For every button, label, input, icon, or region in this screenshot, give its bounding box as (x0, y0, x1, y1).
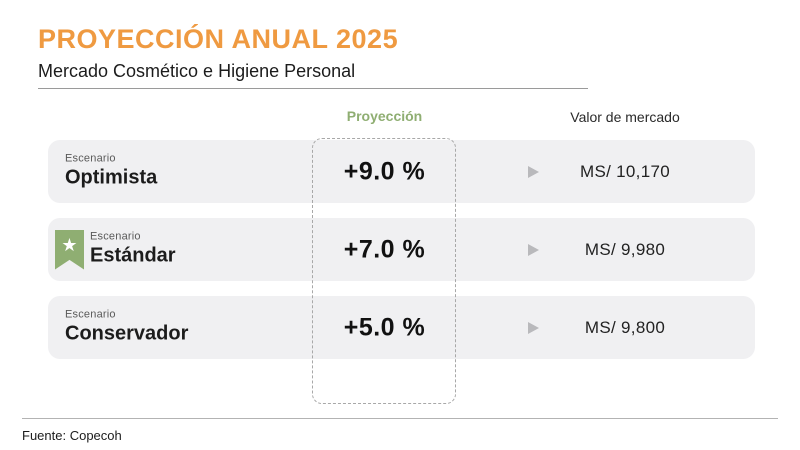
footer-divider (22, 418, 778, 419)
arrow-right-icon (528, 321, 539, 334)
scenario-cell: Escenario Optimista (65, 152, 157, 191)
scenario-small-label: Escenario (65, 308, 116, 321)
market-value: MS/ 9,800 (584, 317, 666, 337)
scenario-name: Optimista (65, 166, 158, 189)
column-header-projection: Proyección (346, 108, 423, 124)
scenario-small-label: Escenario (65, 152, 116, 165)
star-bookmark-icon: ★ (55, 229, 84, 270)
column-header-market-value: Valor de mercado (570, 109, 680, 125)
market-value: MS/ 9,980 (584, 239, 666, 259)
projection-value: +9.0 % (343, 157, 426, 185)
table-row-estandar: ★ Escenario Estándar +7.0 % MS/ 9,980 (48, 218, 755, 281)
arrow-right-icon (528, 243, 539, 256)
scenario-cell: Escenario Conservador (65, 308, 188, 347)
table-row-optimista: Escenario Optimista +9.0 % MS/ 10,170 (48, 140, 755, 203)
page-subtitle: Mercado Cosmético e Higiene Personal (38, 61, 356, 81)
arrow-right-icon (528, 165, 539, 178)
header-divider (38, 88, 588, 89)
projection-value: +5.0 % (343, 313, 426, 341)
projection-value: +7.0 % (343, 235, 426, 263)
market-value: MS/ 10,170 (580, 161, 670, 181)
table-row-conservador: Escenario Conservador +5.0 % MS/ 9,800 (48, 296, 755, 359)
scenario-name: Estándar (90, 244, 176, 267)
page-title: PROYECCIÓN ANUAL 2025 (38, 24, 399, 54)
scenario-name: Conservador (65, 322, 189, 345)
scenario-cell: Escenario Estándar (90, 230, 176, 269)
star-icon: ★ (61, 234, 78, 255)
source-note: Fuente: Copecoh (22, 428, 122, 443)
scenario-small-label: Escenario (90, 230, 141, 243)
